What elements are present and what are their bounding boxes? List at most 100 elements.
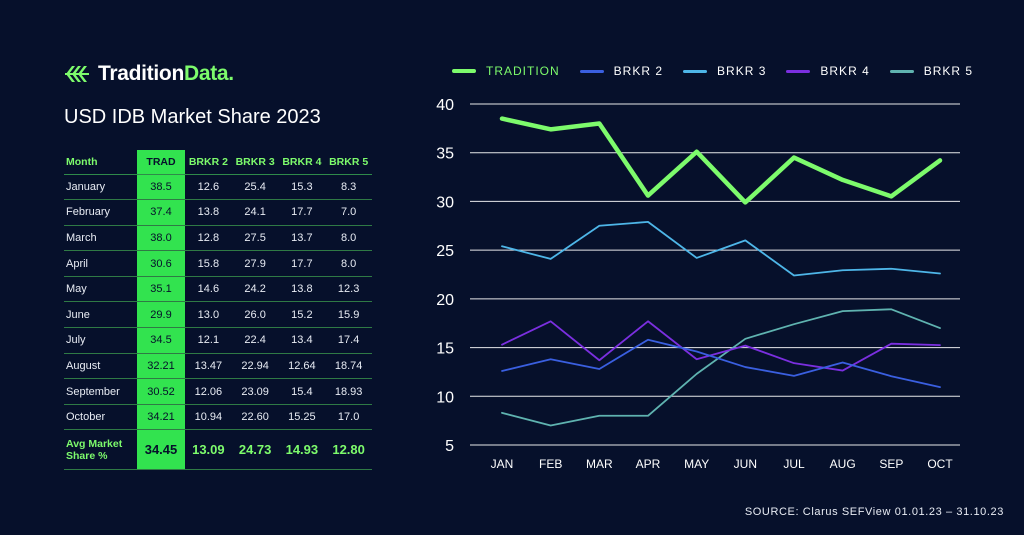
legend-item-brkr4: BRKR 4 — [786, 64, 869, 78]
column-header-brkr5: BRKR 5 — [325, 150, 372, 175]
cell-brkr2: 13.8 — [185, 199, 232, 226]
tradition-logo-icon — [65, 66, 89, 82]
cell-brkr5: 17.4 — [325, 327, 372, 354]
legend-label: TRADITION — [486, 64, 560, 78]
cell-month: August — [64, 353, 137, 380]
cell-brkr3: 25.4 — [231, 174, 279, 201]
cell-brkr3: 22.94 — [231, 353, 279, 380]
y-tick-label: 35 — [436, 146, 454, 163]
x-tick-label: JUL — [783, 457, 805, 471]
cell-month: May — [64, 276, 137, 303]
brand-logo: TraditionData. — [64, 62, 234, 86]
column-header-brkr4: BRKR 4 — [278, 150, 326, 175]
chart-legend: TRADITION BRKR 2 BRKR 3 BRKR 4 BRKR 5 — [452, 64, 973, 78]
legend-label: BRKR 2 — [613, 64, 664, 78]
column-header-brkr3: BRKR 3 — [231, 150, 279, 175]
table-avg-row: Avg Market Share % 34.45 13.09 24.73 14.93 12… — [64, 429, 372, 471]
cell-brkr5: 15.9 — [325, 301, 372, 329]
cell-brkr4: 15.3 — [278, 174, 326, 201]
avg-cell-brkr2: 13.09 — [185, 429, 232, 471]
x-tick-label: JUN — [734, 457, 757, 471]
x-tick-label: MAY — [684, 457, 709, 471]
x-tick-label: APR — [636, 457, 661, 471]
cell-brkr4: 12.64 — [278, 353, 326, 380]
cell-month: June — [64, 301, 137, 329]
column-header-trad: TRAD — [137, 150, 185, 175]
avg-cell-brkr4: 14.93 — [278, 429, 326, 471]
cell-brkr5: 18.93 — [325, 378, 372, 405]
cell-month: January — [64, 174, 137, 201]
legend-swatch — [452, 69, 476, 73]
cell-brkr4: 17.7 — [278, 199, 326, 226]
cell-trad: 35.1 — [137, 276, 185, 303]
cell-month: July — [64, 327, 137, 354]
avg-cell-brkr5: 12.80 — [325, 429, 372, 471]
cell-brkr4: 13.7 — [278, 225, 326, 252]
cell-trad: 34.5 — [137, 327, 185, 354]
table-row: June 29.9 13.0 26.0 15.2 15.9 — [64, 301, 372, 329]
cell-brkr5: 12.3 — [325, 276, 372, 303]
cell-trad: 32.21 — [137, 353, 185, 380]
cell-brkr2: 12.1 — [185, 327, 232, 354]
cell-brkr3: 23.09 — [231, 378, 279, 405]
page-title: USD IDB Market Share 2023 — [64, 106, 321, 128]
cell-trad: 37.4 — [137, 199, 185, 226]
legend-label: BRKR 4 — [820, 64, 870, 78]
table-row: September 30.52 12.06 23.09 15.4 18.93 — [64, 378, 372, 405]
cell-brkr2: 10.94 — [185, 404, 232, 431]
cell-brkr3: 27.9 — [231, 250, 279, 277]
table-row: February 37.4 13.8 24.1 17.7 7.0 — [64, 199, 372, 226]
legend-item-tradition: TRADITION — [452, 64, 560, 78]
table-row: May 35.1 14.6 24.2 13.8 12.3 — [64, 276, 372, 303]
cell-brkr5: 7.0 — [325, 199, 372, 226]
cell-brkr2: 14.6 — [185, 276, 232, 303]
cell-brkr2: 12.6 — [185, 174, 232, 201]
cell-brkr5: 8.0 — [325, 225, 372, 252]
cell-brkr2: 12.8 — [185, 225, 232, 252]
column-header-month: Month — [64, 150, 137, 175]
x-tick-label: AUG — [830, 457, 856, 471]
avg-cell-brkr3: 24.73 — [231, 429, 279, 471]
y-tick-label: 10 — [436, 389, 454, 406]
cell-trad: 30.6 — [137, 250, 185, 277]
series-line-brkr4 — [501, 320, 941, 372]
cell-brkr3: 27.5 — [231, 225, 279, 252]
cell-brkr3: 26.0 — [231, 301, 279, 329]
cell-brkr5: 18.74 — [325, 353, 372, 380]
cell-brkr4: 13.8 — [278, 276, 326, 303]
x-tick-label: MAR — [586, 457, 613, 471]
series-line-tradition — [499, 116, 943, 205]
cell-brkr3: 24.2 — [231, 276, 279, 303]
x-tick-label: JAN — [491, 457, 514, 471]
line-chart: 5 10 15 20 25 30 35 40 JAN FEB MAR APR MAY JUN JUL AUG S… — [436, 97, 960, 471]
cell-trad: 38.0 — [137, 225, 185, 252]
y-tick-label: 15 — [436, 341, 454, 358]
cell-brkr3: 22.4 — [231, 327, 279, 354]
legend-label: BRKR 5 — [923, 64, 974, 78]
legend-item-brkr3: BRKR 3 — [683, 64, 766, 78]
x-tick-label: FEB — [539, 457, 562, 471]
y-tick-label: 20 — [436, 292, 454, 309]
table-row: April 30.6 15.8 27.9 17.7 8.0 — [64, 250, 372, 277]
y-tick-label: 5 — [445, 438, 454, 455]
cell-brkr5: 8.3 — [325, 174, 372, 201]
y-tick-label: 25 — [436, 243, 454, 260]
series-line-brkr2 — [501, 338, 941, 389]
cell-month: April — [64, 250, 137, 277]
legend-item-brkr5: BRKR 5 — [889, 64, 974, 78]
cell-brkr4: 17.7 — [278, 250, 326, 277]
cell-brkr2: 13.47 — [185, 353, 232, 380]
x-tick-label: OCT — [927, 457, 953, 471]
market-share-table: Month TRAD BRKR 2 BRKR 3 BRKR 4 BRKR 5 J… — [64, 150, 372, 471]
cell-month: February — [64, 199, 137, 226]
cell-trad: 38.5 — [137, 174, 185, 201]
table-row: August 32.21 13.47 22.94 12.64 18.74 — [64, 353, 372, 380]
table-row: March 38.0 12.8 27.5 13.7 8.0 — [64, 225, 372, 252]
cell-brkr4: 13.4 — [278, 327, 326, 354]
cell-brkr2: 12.06 — [185, 378, 232, 405]
cell-trad: 34.21 — [137, 404, 185, 431]
legend-swatch — [579, 69, 604, 73]
legend-swatch — [786, 69, 811, 73]
y-tick-label: 30 — [436, 194, 454, 211]
table-row: October 34.21 10.94 22.60 15.25 17.0 — [64, 404, 372, 431]
